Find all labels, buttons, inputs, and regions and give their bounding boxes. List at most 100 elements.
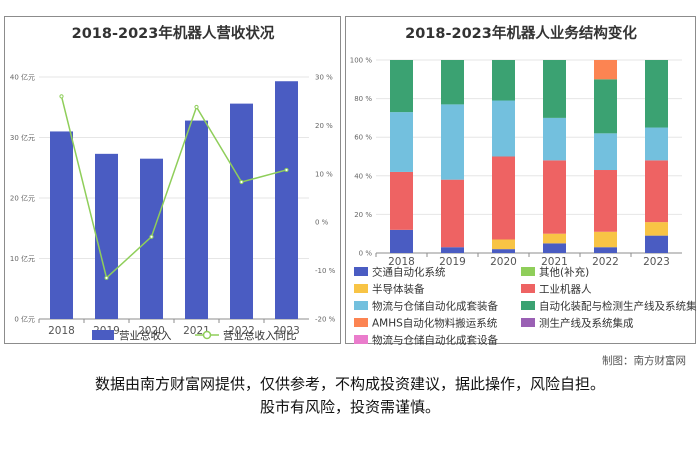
left-y-tick-label: 10 亿元 <box>10 254 35 263</box>
left-y-tick-label: 20 亿元 <box>10 194 35 203</box>
legend-label: 自动化装配与检测生产线及系统集成 <box>539 300 697 313</box>
yoy-point <box>194 104 199 110</box>
disclaimer-line-1: 数据由南方财富网提供，仅供参考，不构成投资建议，据此操作，风险自担。 <box>94 375 605 393</box>
x-tick-label: 2022 <box>228 325 255 337</box>
stack-segment <box>594 133 617 171</box>
revenue-bar <box>140 158 163 319</box>
revenue-chart-panel: 2018-2023年机器人营收状况 0 亿元 10 亿元 20 亿元 30 亿元 40 … <box>4 16 341 344</box>
x-tick-label: 2022 <box>592 256 619 268</box>
x-tick-label: 2021 <box>541 256 568 268</box>
right-y-tick-label: 10 % <box>315 170 333 178</box>
legend-swatch <box>521 284 535 293</box>
stack-segment <box>441 104 464 180</box>
legend-label-revenue: 营业总收入 <box>119 329 172 342</box>
stack-segment <box>543 160 566 234</box>
stack-segment <box>594 247 617 253</box>
stack-segment <box>594 79 617 134</box>
legend-label: 半导体装备 <box>372 283 425 296</box>
yoy-point <box>239 179 244 185</box>
legend-label: 工业机器人 <box>539 283 592 296</box>
legend-swatch <box>354 335 368 344</box>
stack-segment <box>543 60 566 118</box>
legend-swatch <box>521 267 535 276</box>
y-tick-label: 60 % <box>354 134 372 142</box>
revenue-bar <box>50 131 73 319</box>
right-y-tick-label: 0 % <box>315 219 329 227</box>
y-tick-label: 0 % <box>359 250 373 258</box>
stack-segment <box>441 60 464 105</box>
x-tick-label: 2020 <box>138 325 165 337</box>
chart-credit: 制图：南方财富网 <box>602 355 686 367</box>
yoy-point <box>104 275 109 280</box>
business-structure-chart-panel: 2018-2023年机器人业务结构变化 0 % 20 % 40 % 60 % 80 % 1… <box>345 16 697 346</box>
stack-segment <box>390 229 413 253</box>
stack-segment <box>543 117 566 161</box>
stack-segment <box>441 179 464 248</box>
revenue-chart: 2018-2023年机器人营收状况 0 亿元 10 亿元 20 亿元 30 亿元 40 … <box>10 24 336 342</box>
yoy-point <box>149 234 154 239</box>
stack-segment <box>441 247 464 253</box>
legend-swatch <box>354 284 368 293</box>
legend-swatch <box>354 318 368 327</box>
x-tick-label: 2023 <box>643 256 670 268</box>
structure-chart-title: 2018-2023年机器人业务结构变化 <box>405 24 637 42</box>
business-structure-chart: 2018-2023年机器人业务结构变化 0 % 20 % 40 % 60 % 80 % 1… <box>350 24 697 346</box>
legend-marker-yoy <box>202 330 212 340</box>
legend-label-yoy: 营业总收入同比 <box>223 329 297 342</box>
stack-segment <box>645 160 668 223</box>
revenue-bar <box>230 103 253 320</box>
y-tick-label: 20 % <box>354 211 372 219</box>
right-y-tick-label: 30 % <box>315 74 333 82</box>
x-tick-label: 2019 <box>439 256 466 268</box>
legend-swatch <box>354 267 368 276</box>
x-tick-label: 2018 <box>388 256 415 268</box>
left-y-tick-label: 30 亿元 <box>10 133 35 142</box>
legend-label: 物流与仓储自动化成套设备 <box>372 334 498 346</box>
y-tick-label: 100 % <box>350 57 373 65</box>
legend-swatch-revenue <box>92 330 114 340</box>
stack-segment <box>492 60 515 101</box>
left-y-tick-label: 40 亿元 <box>10 73 35 82</box>
legend-label: 测生产线及系统集成 <box>539 317 634 330</box>
stack-segment <box>543 243 566 253</box>
stack-segment <box>594 60 617 80</box>
revenue-chart-title: 2018-2023年机器人营收状况 <box>72 24 275 42</box>
stack-segment <box>645 222 668 236</box>
stack-segment <box>492 239 515 250</box>
revenue-bar <box>95 153 118 319</box>
right-y-tick-label: -20 % <box>315 316 336 324</box>
stack-segment <box>492 249 515 253</box>
revenue-bar <box>185 120 208 319</box>
stack-segment <box>390 112 413 172</box>
y-tick-label: 80 % <box>354 95 372 103</box>
left-y-tick-label: 0 亿元 <box>14 315 35 324</box>
stack-segment <box>390 60 413 113</box>
legend-label: 交通自动化系统 <box>372 266 446 279</box>
legend-label: 物流与仓储自动化成套装备 <box>372 300 498 313</box>
stack-segment <box>390 171 413 230</box>
yoy-point <box>284 167 289 173</box>
legend-swatch <box>354 301 368 310</box>
x-tick-label: 2020 <box>490 256 517 268</box>
yoy-point <box>59 94 64 99</box>
right-y-tick-label: 20 % <box>315 122 333 130</box>
legend-label: AMHS自动化物料搬运系统 <box>372 317 498 330</box>
x-tick-label: 2018 <box>48 325 75 337</box>
right-y-tick-label: -10 % <box>315 267 336 275</box>
revenue-bar <box>275 81 298 319</box>
stack-segment <box>594 170 617 232</box>
disclaimer-line-2: 股市有风险，投资需谨慎。 <box>259 398 440 416</box>
yoy-line <box>60 96 287 280</box>
y-tick-label: 40 % <box>354 172 372 180</box>
legend-swatch <box>521 301 535 310</box>
legend-label: 其他(补充) <box>539 266 589 279</box>
stack-segment <box>594 231 617 248</box>
stack-segment <box>645 235 668 253</box>
x-tick-label: 2023 <box>273 325 300 337</box>
stack-segment <box>645 127 668 161</box>
stack-segment <box>492 100 515 157</box>
legend-swatch <box>521 318 535 327</box>
stack-segment <box>645 60 668 128</box>
stack-segment <box>543 233 566 244</box>
